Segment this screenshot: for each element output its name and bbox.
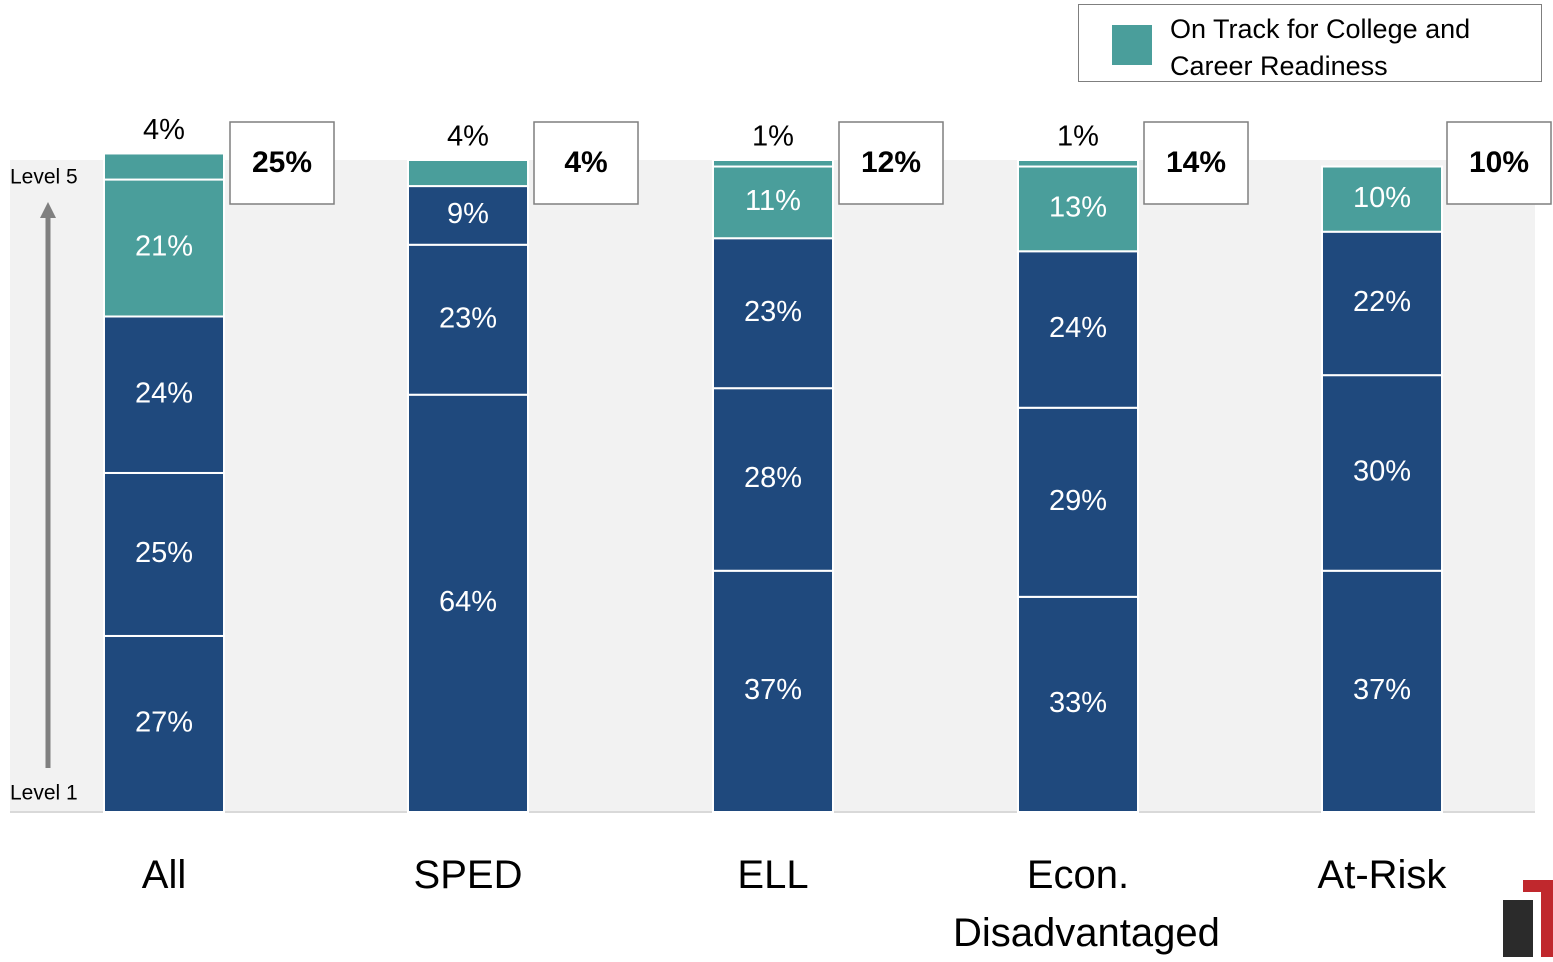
data-label: 27%: [135, 707, 193, 739]
total-label: 12%: [861, 146, 921, 179]
data-label: 30%: [1353, 456, 1411, 488]
data-label: 10%: [1353, 182, 1411, 214]
data-label: 4%: [447, 121, 489, 153]
total-box: [838, 121, 944, 205]
data-label: 23%: [439, 302, 497, 334]
total-box: [229, 121, 335, 205]
bar-segment: [712, 165, 834, 240]
bar-segment: [103, 634, 225, 814]
bar-segment: [1017, 406, 1139, 598]
data-label: 1%: [1057, 121, 1099, 153]
bar-segment: [712, 159, 834, 168]
data-label: 29%: [1049, 485, 1107, 517]
bar-segment: [712, 569, 834, 814]
data-label: 9%: [447, 198, 489, 230]
x-tick-label: All: [141, 853, 187, 897]
data-label: 64%: [439, 586, 497, 618]
legend-swatch: [1112, 25, 1152, 65]
data-label: 11%: [745, 185, 801, 217]
bar-segment: [407, 159, 529, 188]
bar-segment: [1017, 159, 1139, 168]
x-tick-label: ELL: [737, 853, 809, 897]
bar-segment: [407, 393, 529, 813]
data-label: 1%: [752, 121, 794, 153]
bar-segment: [1321, 374, 1443, 572]
data-label: 24%: [135, 377, 193, 409]
level-arrow-head: [40, 202, 56, 218]
data-label: 4%: [143, 114, 185, 146]
data-label: 21%: [135, 231, 193, 263]
logo: [1503, 900, 1533, 957]
total-label: 25%: [252, 146, 312, 179]
data-label: 13%: [1049, 192, 1107, 224]
total-box: [533, 121, 639, 205]
x-tick-label: SPED: [413, 853, 523, 897]
total-label: 4%: [564, 146, 607, 179]
bar-segment: [103, 471, 225, 637]
data-label: 28%: [744, 462, 802, 494]
total-label: 14%: [1166, 146, 1226, 179]
legend: On Track for College and Career Readines…: [1078, 4, 1542, 82]
x-tick-label: Econ. Disadvantaged: [953, 853, 1220, 955]
logo: [1523, 880, 1553, 957]
bar-segment: [1321, 165, 1443, 233]
data-label: 37%: [744, 674, 802, 706]
data-label: 37%: [1353, 674, 1411, 706]
data-label: 23%: [744, 296, 802, 328]
total-box: [1143, 121, 1249, 205]
bar-segment: [103, 315, 225, 474]
total-box: [1446, 121, 1552, 205]
bar-segment: [1321, 569, 1443, 814]
data-label: 22%: [1353, 286, 1411, 318]
bar-segment: [1321, 230, 1443, 377]
total-label: 10%: [1469, 146, 1529, 179]
bar-segment: [103, 178, 225, 318]
bar-segment: [103, 152, 225, 181]
data-label: 25%: [135, 537, 193, 569]
bar-segment: [1017, 250, 1139, 409]
legend-label: On Track for College and Career Readines…: [1170, 14, 1471, 81]
bar-segment: [712, 387, 834, 572]
axis-label-top: Level 5: [10, 166, 78, 189]
x-tick-label: At-Risk: [1317, 853, 1447, 897]
bar-segment: [712, 237, 834, 390]
data-label: 24%: [1049, 312, 1107, 344]
axis-label-bottom: Level 1: [10, 782, 78, 805]
data-label: 33%: [1049, 687, 1107, 719]
